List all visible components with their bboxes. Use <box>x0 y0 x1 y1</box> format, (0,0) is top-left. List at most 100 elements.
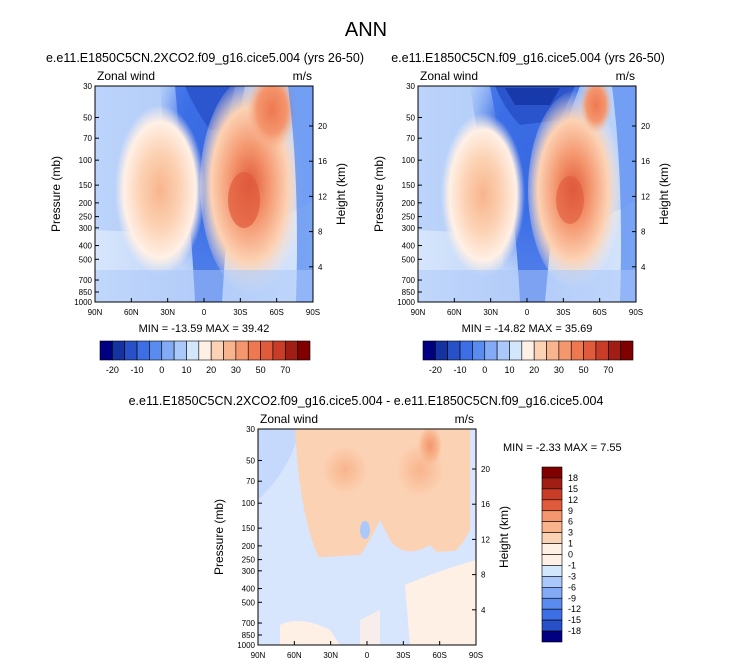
colorbar-swatch <box>161 340 175 361</box>
lat-tick-label: 60N <box>124 308 139 317</box>
min-max-label: MIN = -14.82 MAX = 35.69 <box>462 323 593 335</box>
colorbar-swatch <box>297 340 311 361</box>
lat-tick-label: 0 <box>202 308 207 317</box>
variable-label: Zonal wind <box>260 412 318 426</box>
colorbar-swatch <box>541 477 563 490</box>
lat-tick-label: 60N <box>287 651 302 660</box>
pressure-tick-label: 50 <box>406 113 415 122</box>
pressure-tick-label: 150 <box>402 181 416 190</box>
colorbar-swatch <box>173 340 187 361</box>
pressure-tick-label: 70 <box>83 134 92 143</box>
height-tick-label: 16 <box>641 157 650 166</box>
colorbar-swatch <box>541 466 563 479</box>
colorbar-swatch <box>595 340 609 361</box>
min-max-label: MIN = -13.59 MAX = 39.42 <box>139 323 270 335</box>
lat-tick-label: 0 <box>525 308 530 317</box>
colorbar-swatch <box>541 630 563 643</box>
lat-tick-label: 90N <box>88 308 103 317</box>
colorbar-label: 12 <box>568 495 578 505</box>
height-tick-label: 8 <box>318 228 323 237</box>
colorbar-swatch <box>484 340 498 361</box>
lat-tick-label: 90N <box>411 308 426 317</box>
colorbar-swatch <box>541 554 563 566</box>
colorbar-label: -9 <box>568 593 576 603</box>
colorbar: -20 -10 0 10 20 30 50 70 <box>422 340 634 375</box>
lat-tick-label: 60S <box>270 308 284 317</box>
colorbar-label: -6 <box>568 582 576 592</box>
colorbar-swatch <box>541 521 563 533</box>
pressure-tick-label: 250 <box>79 213 93 222</box>
panel-title: e.e11.E1850C5CN.2XCO2.f09_g16.cice5.004 … <box>129 394 604 408</box>
pressure-tick-label: 200 <box>242 542 256 551</box>
lat-tick-label: 60S <box>593 308 607 317</box>
colorbar-label: -10 <box>131 365 144 375</box>
colorbar-label: -3 <box>568 571 576 581</box>
colorbar-swatch <box>541 488 563 501</box>
height-tick-label: 8 <box>641 228 646 237</box>
colorbar-label: 9 <box>568 506 573 516</box>
pressure-tick-label: 850 <box>402 288 416 297</box>
colorbar-swatch <box>541 587 563 599</box>
height-tick-label: 20 <box>481 465 490 474</box>
colorbar-label: 50 <box>256 365 266 375</box>
lat-tick-label: 60N <box>447 308 462 317</box>
panel-title: e.e11.E1850C5CN.f09_g16.cice5.004 (yrs 2… <box>391 51 665 65</box>
height-tick-label: 12 <box>641 192 650 201</box>
colorbar-swatch <box>541 576 563 588</box>
colorbar-swatch <box>112 340 126 361</box>
lat-tick-label: 30S <box>396 651 410 660</box>
pressure-tick-label: 500 <box>242 598 256 607</box>
colorbar: -20 -10 0 10 20 30 50 70 <box>99 340 311 375</box>
pressure-tick-label: 1000 <box>397 298 415 307</box>
colorbar-label: 15 <box>568 484 578 494</box>
colorbar-label: 70 <box>280 365 290 375</box>
page-title: ANN <box>345 19 387 41</box>
y-axis-right-title: Height (km) <box>497 506 511 568</box>
pressure-tick-label: 500 <box>79 255 93 264</box>
colorbar-swatch <box>210 340 224 361</box>
colorbar-label: 0 <box>568 550 573 560</box>
lat-tick-label: 0 <box>365 651 370 660</box>
variable-label: Zonal wind <box>420 69 478 83</box>
pressure-tick-label: 850 <box>79 288 93 297</box>
colorbar-swatch <box>422 340 436 361</box>
lat-tick-label: 30N <box>160 308 175 317</box>
contour-field <box>418 86 636 302</box>
colorbar-label: -1 <box>568 560 576 570</box>
colorbar-label: 0 <box>159 365 164 375</box>
y-axis-title: Pressure (mb) <box>212 499 226 575</box>
pressure-tick-label: 100 <box>402 156 416 165</box>
colorbar-label: 18 <box>568 473 578 483</box>
axis-ticks: 3050701001502002503004005007008501000481… <box>372 82 671 317</box>
colorbar-swatch <box>620 340 634 361</box>
colorbar-swatch <box>541 543 563 555</box>
colorbar-swatch <box>198 340 212 361</box>
pressure-tick-label: 500 <box>402 255 416 264</box>
colorbar-swatch <box>558 340 572 361</box>
height-tick-label: 4 <box>481 606 486 615</box>
panel-2xco2: e.e11.E1850C5CN.2XCO2.f09_g16.cice5.004 … <box>46 51 364 375</box>
colorbar-label: -20 <box>429 365 442 375</box>
colorbar-label: 10 <box>181 365 191 375</box>
pressure-tick-label: 30 <box>406 82 415 91</box>
panel-control: e.e11.E1850C5CN.f09_g16.cice5.004 (yrs 2… <box>372 51 671 375</box>
pressure-tick-label: 70 <box>406 134 415 143</box>
pressure-tick-label: 200 <box>402 199 416 208</box>
lat-tick-label: 30S <box>556 308 570 317</box>
height-tick-label: 12 <box>318 192 327 201</box>
pressure-tick-label: 50 <box>246 456 255 465</box>
colorbar-swatch <box>509 340 523 361</box>
lat-tick-label: 90N <box>251 651 266 660</box>
colorbar-label: 70 <box>603 365 613 375</box>
pressure-tick-label: 50 <box>83 113 92 122</box>
colorbar-swatch <box>541 608 563 621</box>
y-axis-right-title: Height (km) <box>657 163 671 225</box>
contour-field <box>95 86 313 302</box>
pressure-tick-label: 150 <box>242 524 256 533</box>
pressure-tick-label: 1000 <box>237 641 255 650</box>
height-tick-label: 20 <box>318 122 327 131</box>
colorbar-label: 0 <box>482 365 487 375</box>
colorbar-swatch <box>235 340 249 361</box>
